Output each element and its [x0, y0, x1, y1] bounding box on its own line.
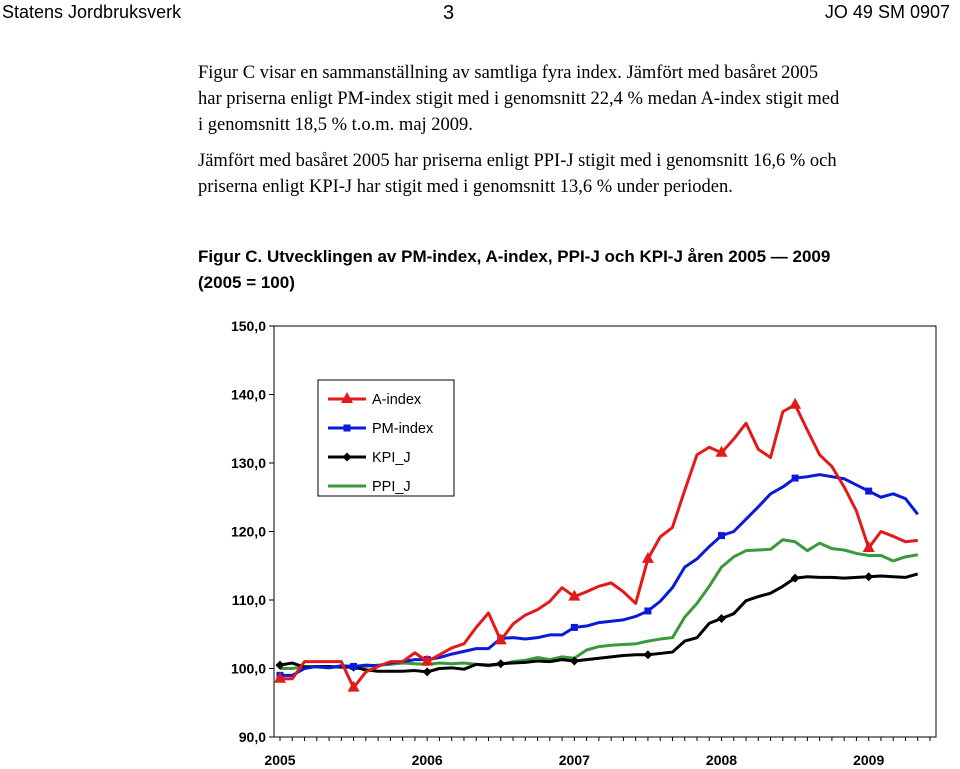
figure-title-line: (2005 = 100): [198, 273, 295, 292]
data-point: [421, 654, 434, 666]
paragraph-2-line: Jämfört med basåret 2005 har priserna en…: [198, 151, 837, 171]
y-tick-label: 90,0: [239, 729, 266, 745]
y-tick-label: 100,0: [231, 661, 266, 677]
data-point: [865, 487, 873, 495]
legend-label: KPI_J: [372, 450, 411, 466]
y-tick-label: 130,0: [231, 455, 266, 471]
x-tick-label: 2008: [706, 752, 737, 768]
legend-label: PM-index: [372, 421, 434, 437]
page-number: 3: [443, 2, 455, 24]
data-point: [496, 659, 506, 669]
data-point: [718, 532, 726, 540]
figure-title: Figur C. Utvecklingen av PM-index, A-ind…: [198, 244, 958, 296]
legend-marker: [341, 392, 353, 403]
legend-label: PPI_J: [372, 479, 411, 495]
data-point: [862, 540, 875, 552]
report-id: JO 49 SM 0907: [824, 2, 950, 22]
y-tick-label: 140,0: [231, 387, 266, 403]
data-point: [789, 397, 802, 409]
data-point: [569, 656, 579, 666]
x-tick-label: 2009: [853, 752, 884, 768]
header-agency: Statens Jordbruksverk: [2, 2, 182, 22]
x-tick-label: 2006: [412, 752, 443, 768]
data-point: [644, 607, 652, 615]
y-tick-label: 110,0: [232, 592, 266, 608]
paragraph-1-line: Figur C visar en sammanställning av samt…: [198, 63, 819, 83]
x-tick-label: 2007: [559, 752, 590, 768]
y-tick-label: 120,0: [231, 524, 266, 540]
data-point: [641, 551, 654, 563]
data-point: [570, 623, 578, 631]
data-point: [422, 667, 432, 677]
legend-marker: [343, 424, 351, 432]
figure-title-line: Figur C. Utvecklingen av PM-index, A-ind…: [198, 247, 831, 266]
x-tick-label: 2005: [264, 752, 295, 768]
legend-label: A-index: [372, 392, 422, 408]
paragraph-1-line: har priserna enligt PM-index stigit med …: [198, 89, 840, 109]
data-point: [791, 474, 799, 482]
paragraph-1: Figur C visar en sammanställning av samt…: [198, 60, 958, 138]
paragraph-1-line: i genomsnitt 18,5 % t.o.m. maj 2009.: [198, 115, 473, 135]
paragraph-2-line: priserna enligt KPI-J har stigit med i g…: [198, 177, 733, 197]
data-point: [494, 633, 507, 645]
y-tick-label: 150,0: [231, 318, 266, 334]
paragraph-2: Jämfört med basåret 2005 har priserna en…: [198, 148, 958, 200]
series-line: [280, 403, 918, 690]
data-point: [274, 671, 286, 683]
data-point: [715, 445, 728, 457]
data-point: [643, 650, 653, 660]
data-point: [568, 589, 581, 601]
data-point: [275, 660, 285, 670]
data-point: [790, 573, 800, 583]
data-point: [350, 662, 358, 670]
data-point: [864, 572, 874, 582]
data-point: [717, 613, 727, 623]
data-point: [347, 680, 360, 692]
legend-marker: [342, 452, 352, 462]
series-line: [280, 538, 918, 670]
series-line: [279, 572, 919, 674]
